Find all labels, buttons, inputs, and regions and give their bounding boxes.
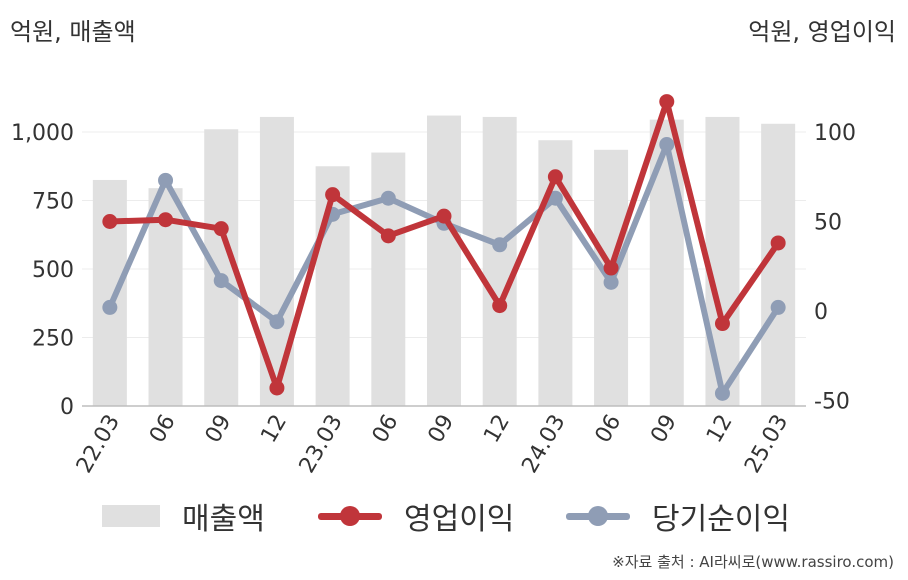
operating-profit-point [770, 235, 786, 251]
legend-label-net-income: 당기순이익 [652, 502, 790, 537]
x-axis-tick-label: 22.03 [72, 411, 125, 478]
legend-swatch-net-income [566, 505, 630, 527]
x-axis-tick-label: 24.03 [517, 411, 570, 478]
left-axis-tick-label: 250 [32, 327, 74, 352]
legend-item-net-income[interactable]: 당기순이익 [566, 488, 790, 544]
right-axis-tick-label: 0 [814, 300, 828, 325]
revenue-bar [371, 152, 406, 406]
operating-profit-point [158, 212, 174, 228]
left-axis-tick-label: 500 [32, 258, 74, 283]
right-axis-tick-label: 100 [814, 121, 856, 146]
left-axis-tick-label: 750 [32, 190, 74, 215]
source-note: ※자료 출처 : AI라씨로(www.rassiro.com) [612, 553, 894, 571]
revenue-bar [705, 116, 740, 407]
legend: 매출액 영업이익 당기순이익 [0, 488, 908, 544]
operating-profit-point [325, 187, 341, 203]
net-income-point [213, 273, 229, 289]
legend-swatch-revenue [102, 505, 160, 527]
net-income-point [269, 314, 285, 330]
x-axis-tick-label: 09 [424, 411, 460, 448]
revenue-bar [649, 119, 684, 407]
legend-swatch-operating-profit [318, 505, 382, 527]
net-income-point [547, 190, 563, 206]
right-axis-tick-label: 50 [814, 211, 842, 236]
x-axis-tick-label: 12 [479, 411, 515, 448]
left-axis-unit-label: 억원, 매출액 [10, 18, 136, 46]
revenue-bar [427, 115, 461, 406]
x-axis-tick-label: 12 [256, 411, 292, 448]
revenue-bar [538, 140, 573, 406]
operating-profit-point [659, 94, 675, 110]
operating-profit-point [380, 228, 396, 244]
x-axis-tick-label: 25.03 [740, 411, 793, 478]
x-axis-tick-label: 06 [368, 411, 404, 448]
left-axis-tick-label: 0 [60, 395, 74, 420]
net-income-point [102, 299, 118, 315]
x-axis-tick-label: 12 [702, 411, 738, 448]
x-axis-tick-label: 06 [591, 411, 627, 448]
net-income-point [770, 299, 786, 315]
net-income-point [492, 237, 508, 253]
left-axis-tick-label: 1,000 [11, 121, 74, 146]
net-income-point [659, 137, 675, 153]
operating-profit-point [603, 260, 619, 276]
legend-item-revenue[interactable]: 매출액 [102, 488, 265, 544]
operating-profit-point [714, 316, 730, 332]
legend-label-revenue: 매출액 [182, 502, 265, 537]
operating-profit-point [213, 221, 229, 237]
operating-profit-point [269, 380, 285, 396]
operating-profit-point [436, 208, 452, 224]
net-income-point [158, 172, 174, 188]
operating-profit-point [492, 298, 508, 314]
right-axis-unit-label: 억원, 영업이익 [748, 18, 896, 46]
x-axis-tick-label: 23.03 [295, 411, 348, 478]
revenue-bar [92, 179, 127, 406]
legend-item-operating-profit[interactable]: 영업이익 [318, 488, 514, 544]
legend-label-operating-profit: 영업이익 [404, 502, 515, 537]
x-axis-tick-label: 09 [201, 411, 237, 448]
operating-profit-point [102, 214, 118, 229]
x-axis-tick-label: 06 [145, 411, 181, 448]
operating-profit-point [547, 169, 563, 185]
net-income-point [380, 190, 396, 206]
net-income-point [603, 274, 619, 290]
revenue-bar [761, 123, 796, 406]
right-axis-tick-label: -50 [814, 390, 850, 415]
x-axis-tick-label: 09 [646, 411, 682, 448]
revenue-bar [482, 116, 517, 407]
net-income-point [714, 385, 730, 401]
